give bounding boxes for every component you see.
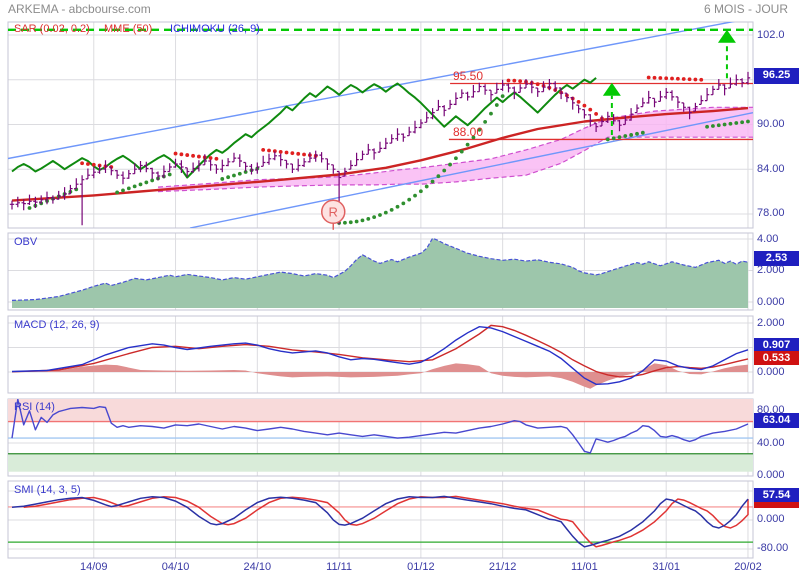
rsi-oversold-zone [8, 453, 753, 472]
axis-obv-4: 4.00 [757, 233, 779, 245]
x-axis-label: 31/01 [652, 561, 680, 573]
x-axis-label: 20/02 [734, 561, 762, 573]
buy-arrow-2 [717, 29, 736, 79]
axis-obv-0: 0.000 [757, 296, 785, 308]
support-level-label: 88.00 [453, 125, 484, 139]
marker-R: R [321, 199, 346, 230]
axis-rsi-40: 40.00 [757, 437, 785, 449]
sar-dots [27, 75, 750, 225]
obv-area [12, 238, 748, 308]
obv-value-box: 2.53 [754, 251, 799, 266]
macd-histogram [12, 363, 748, 389]
x-axis-label: 24/10 [243, 561, 272, 573]
macd-line [11, 325, 749, 386]
pane-label-macd: MACD (12, 26, 9) [14, 319, 100, 331]
smi-signal-strip [754, 502, 799, 508]
ohlc-bars [9, 71, 751, 226]
axis-rsi-0: 0.000 [757, 469, 785, 481]
smi-signal-line [23, 495, 749, 548]
pane-label-rsi: RSI (14) [14, 401, 55, 413]
smi-line [11, 495, 749, 548]
axis-main-102: 102.0 [757, 29, 785, 41]
macd-signal-line [11, 324, 749, 378]
macd-signal-box: 0.533 [754, 351, 799, 365]
obv-line [11, 237, 749, 301]
axis-macd-2: 2.000 [757, 317, 785, 329]
x-axis-label: 01/12 [407, 561, 435, 573]
legend-ichimoku: ICHIMOKU (26, 9) [170, 23, 260, 35]
axis-obv-2: 2.000 [757, 264, 785, 276]
axis-main-78: 78.00 [757, 207, 785, 219]
svg-text:R: R [329, 204, 338, 219]
last-price-box: 96.25 [754, 68, 799, 84]
axis-smi-m80: -80.00 [757, 542, 789, 554]
axis-main-90: 90.00 [757, 118, 785, 130]
x-axis-label: 04/10 [161, 561, 190, 573]
page-title: ARKEMA - abcbourse.com [8, 2, 151, 16]
smi-value-box: 57.54 [754, 488, 799, 503]
pane-label-smi: SMI (14, 3, 5) [14, 484, 81, 496]
macd-pane [11, 324, 749, 389]
trendline-lower [189, 112, 753, 228]
legend-sar: SAR (0.02, 0.2) [14, 23, 90, 35]
chikou-line [11, 77, 597, 179]
obv-pane [11, 237, 749, 308]
buy-arrow-1 [602, 82, 621, 135]
smi-pane [8, 495, 753, 548]
axis-smi-0: 0.000 [757, 513, 785, 525]
axis-macd-0: 0.000 [757, 366, 785, 378]
rsi-line [11, 399, 749, 454]
rsi-overbought-zone [8, 399, 753, 422]
x-axis-label: 21/12 [488, 561, 517, 573]
x-axis-label: 14/09 [80, 561, 108, 573]
period-label: 6 MOIS - JOUR [703, 2, 788, 16]
x-axis-label: 11/01 [571, 561, 598, 573]
pane-label-obv: OBV [14, 236, 38, 248]
resistance-level-label: 95.50 [453, 69, 484, 83]
macd-value-box: 0.907 [754, 338, 799, 352]
mme50-line [11, 106, 749, 202]
rsi-pane [8, 399, 753, 472]
legend-mme: MME (50) [104, 23, 153, 35]
x-axis-label: 11/11 [326, 561, 353, 573]
axis-main-84: 84.00 [757, 163, 785, 175]
rsi-value-box: 63.04 [754, 413, 799, 428]
